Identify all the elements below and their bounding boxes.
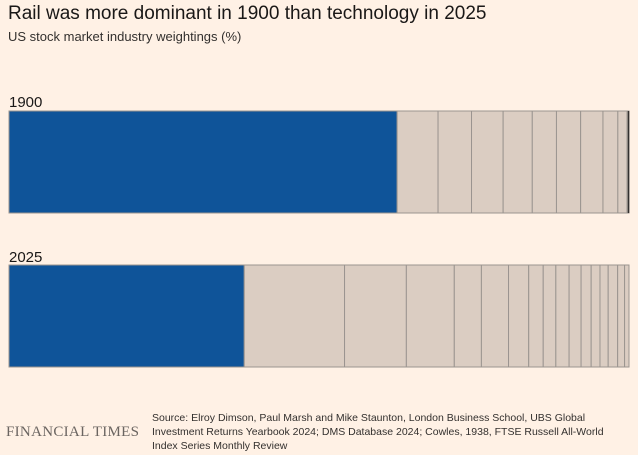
bar-segment-2025-10 bbox=[555, 264, 570, 368]
bar-segment-2025-17 bbox=[624, 264, 630, 368]
bar-segment-1900-4 bbox=[471, 110, 504, 214]
bar-segment-2025-15 bbox=[607, 264, 619, 368]
bar-segment-2025-6 bbox=[480, 264, 510, 368]
bar-segment-2025-12 bbox=[580, 264, 592, 368]
bar-segment-1900-10 bbox=[617, 110, 628, 214]
chart-title: Rail was more dominant in 1900 than tech… bbox=[8, 3, 487, 24]
bar-segment-2025-1 bbox=[8, 264, 245, 368]
bar-segment-2025-4 bbox=[405, 264, 455, 368]
bar-segment-2025-16 bbox=[617, 264, 626, 368]
bar-label-1900: 1900 bbox=[9, 94, 42, 111]
chart-subtitle: US stock market industry weightings (%) bbox=[8, 29, 242, 44]
bar-segment-1900-8 bbox=[580, 110, 604, 214]
bar-segment-2025-14 bbox=[599, 264, 609, 368]
bar-segment-2025-8 bbox=[528, 264, 544, 368]
ft-brand-logo: FINANCIAL TIMES bbox=[6, 424, 140, 440]
stacked-bar-chart: 1900 2025 bbox=[8, 94, 630, 368]
bar-segment-2025-2 bbox=[243, 264, 346, 368]
bar-segment-2025-7 bbox=[508, 264, 530, 368]
bar-segment-1900-6 bbox=[531, 110, 557, 214]
bar-segment-1900-7 bbox=[555, 110, 582, 214]
bar-segment-2025-13 bbox=[590, 264, 601, 368]
bar-segment-1900-1 bbox=[8, 110, 398, 214]
bar-segment-1900-5 bbox=[502, 110, 533, 214]
bar-segment-2025-11 bbox=[568, 264, 582, 368]
source-note: Source: Elroy Dimson, Paul Marsh and Mik… bbox=[152, 412, 604, 452]
bar-segment-2025-3 bbox=[344, 264, 407, 368]
bar-segment-1900-3 bbox=[437, 110, 473, 214]
bar-segment-2025-9 bbox=[542, 264, 557, 368]
bar-segment-1900-2 bbox=[396, 110, 439, 214]
bar-segment-1900-9 bbox=[602, 110, 619, 214]
bar-label-2025: 2025 bbox=[9, 249, 42, 266]
bar-segment-2025-5 bbox=[453, 264, 482, 368]
